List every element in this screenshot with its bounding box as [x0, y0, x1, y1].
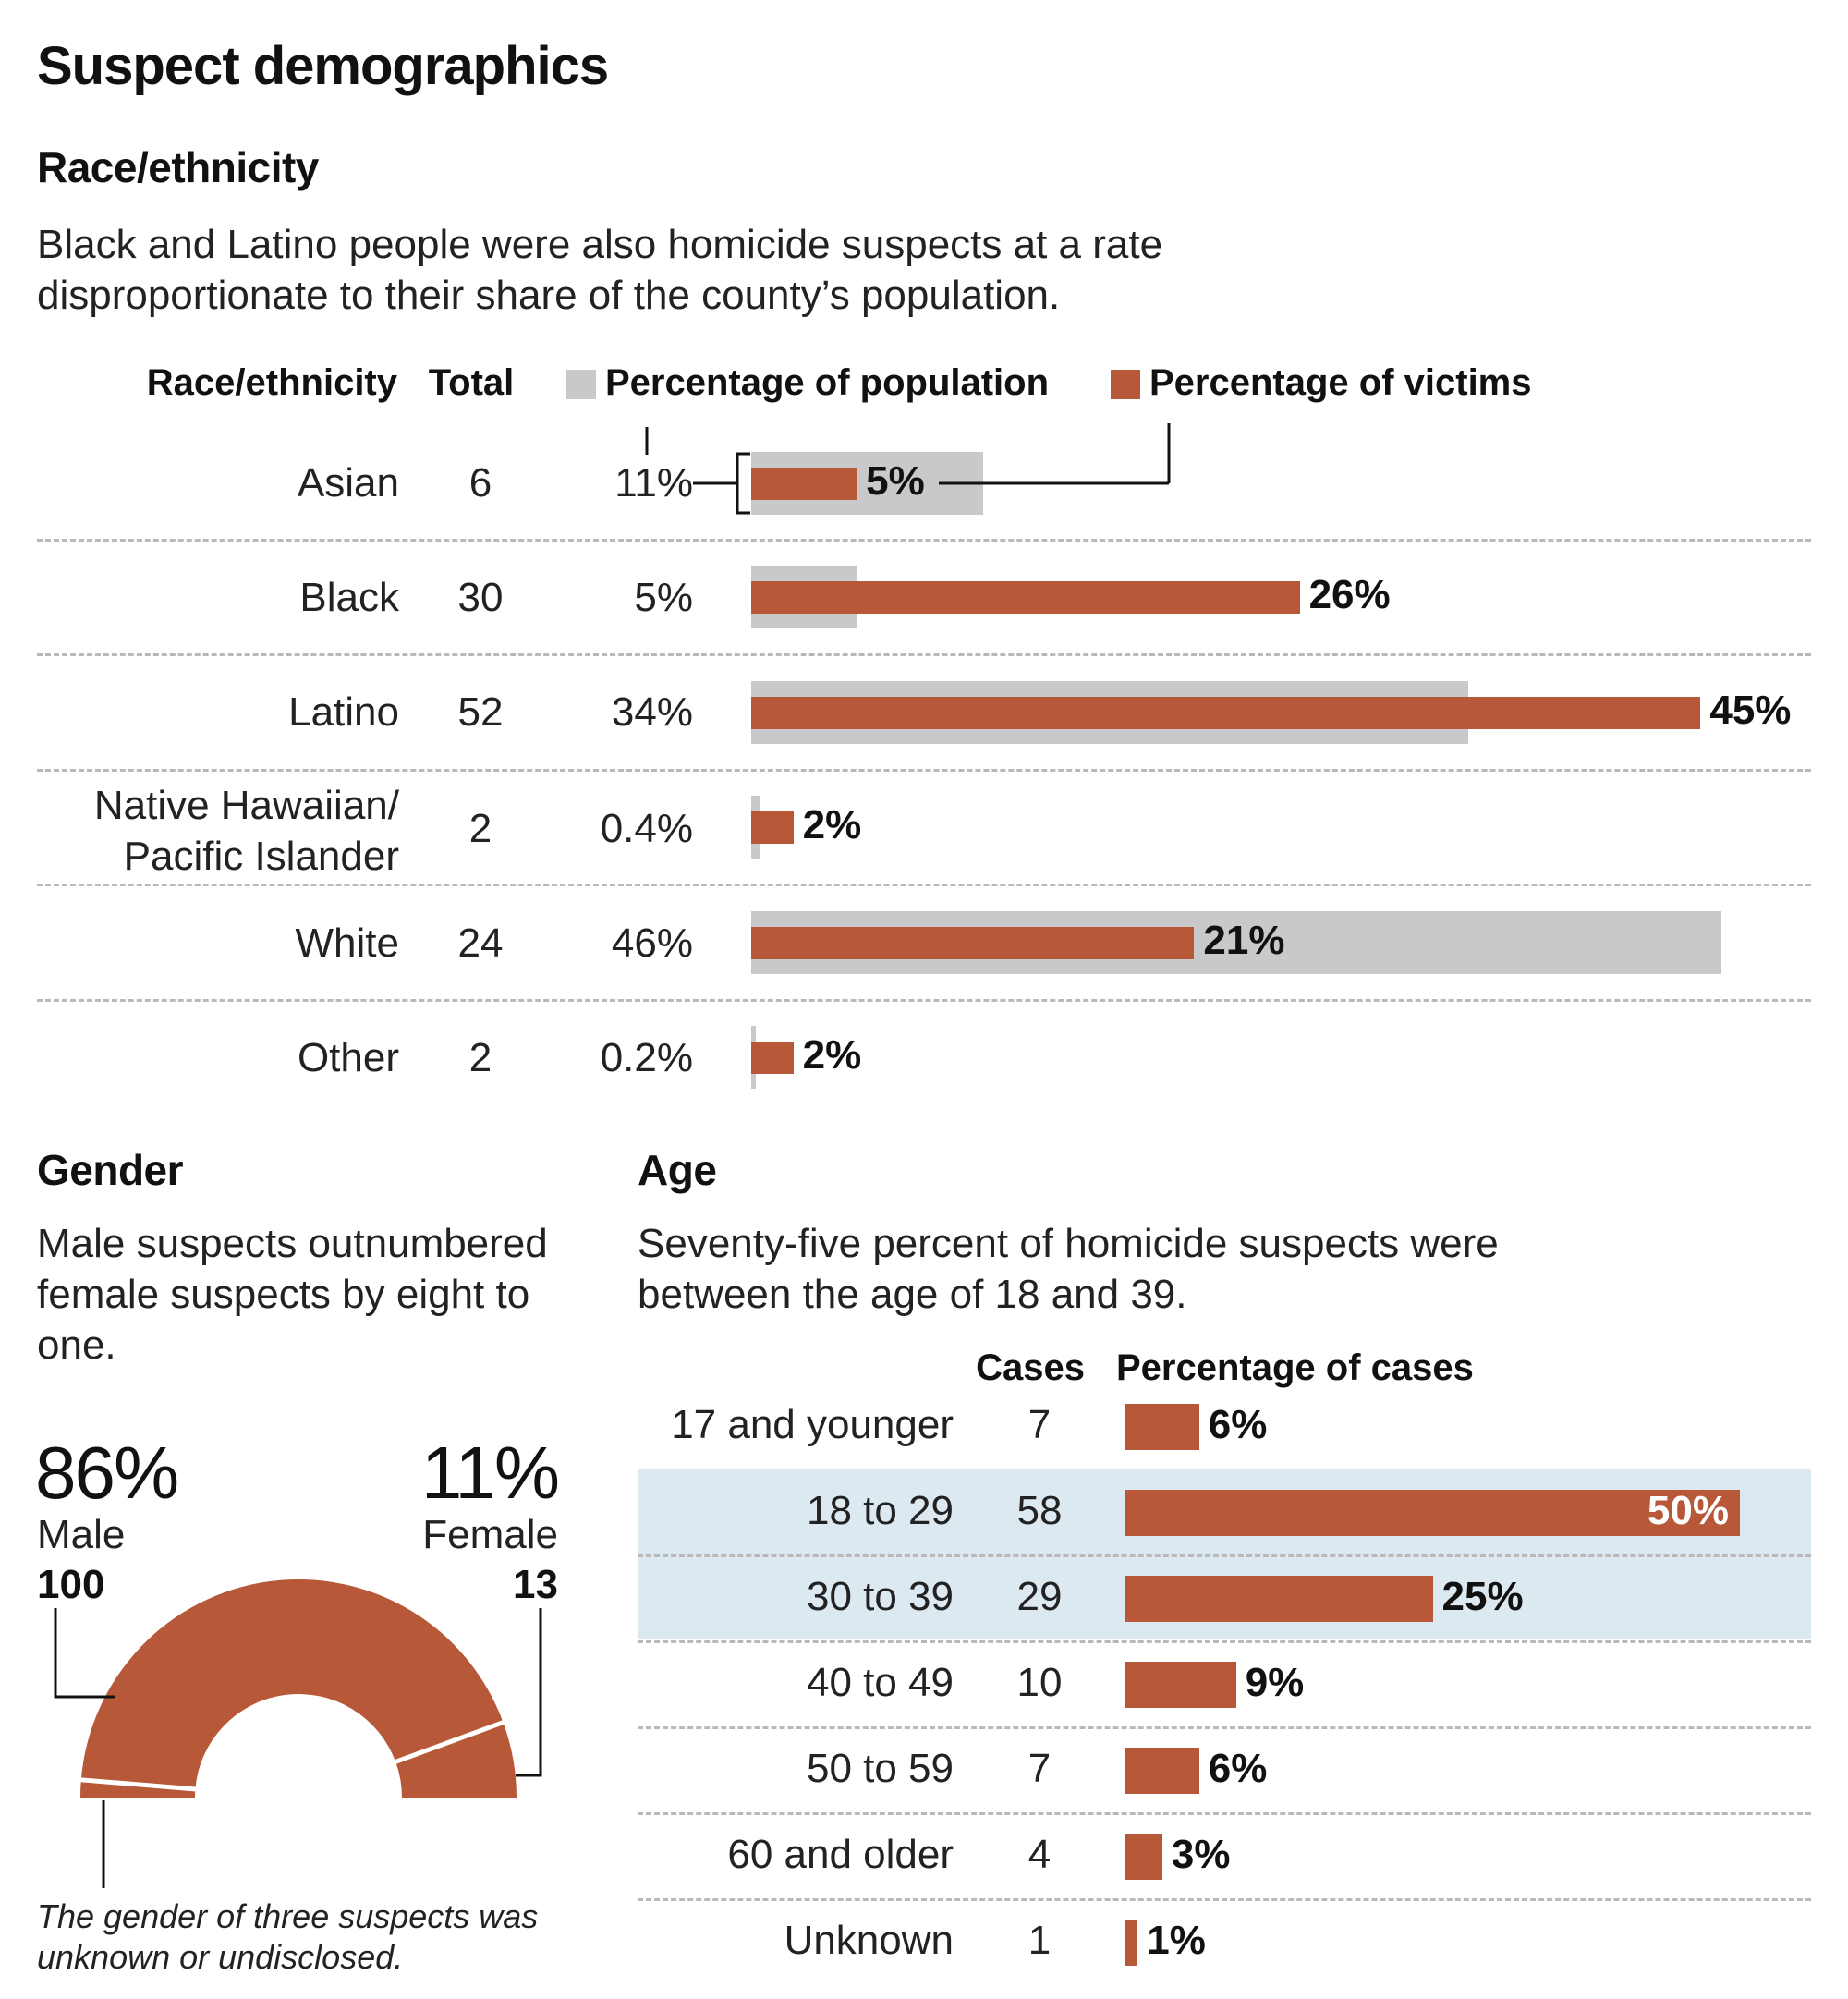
age-value-label-50-to-59: 6% [1208, 1746, 1268, 1791]
age-value-label-30-to-39: 25% [1441, 1574, 1524, 1619]
donut-segment-male [80, 1579, 504, 1789]
age-value-label-17-and-younger: 6% [1208, 1402, 1268, 1447]
race-col-header: Race/ethnicity [146, 362, 397, 403]
male-count: 100 [37, 1562, 105, 1607]
race-total-white: 24 [457, 920, 504, 966]
age-bar-60-and-older [1125, 1834, 1162, 1880]
gender-heading: Gender [37, 1146, 184, 1194]
victims-value-label-asian: 5% [866, 458, 925, 504]
male-percent: 86% [35, 1432, 179, 1514]
female-callout-line [516, 1608, 542, 1777]
donut-divider [393, 1719, 506, 1765]
age-label-60-and-older: 60 and older [727, 1832, 954, 1877]
legend-population-label: Percentage of population [605, 362, 1050, 403]
victims-value-label-black: 26% [1308, 572, 1391, 617]
row-divider [37, 653, 1811, 656]
donut-segment-female [395, 1722, 517, 1798]
row-divider [37, 539, 1811, 542]
age-bar-18-to-29 [1125, 1490, 1740, 1536]
race-total-black: 30 [457, 575, 504, 620]
female-percent: 11% [420, 1432, 560, 1514]
donut-divider [79, 1777, 198, 1792]
victims-bar-asian [751, 467, 857, 500]
race-pop-label-asian: 11% [614, 460, 693, 506]
legend-population-swatch [566, 370, 596, 399]
age-cases-60-and-older: 4 [1027, 1832, 1052, 1877]
age-cases-17-and-younger: 7 [1027, 1402, 1052, 1447]
age-dek: Seventy-five percent of homicide suspect… [638, 1221, 1499, 1317]
race-label-nhpi: Native Hawaiian/ Pacific Islander [93, 783, 399, 879]
age-bar-17-and-younger [1125, 1404, 1199, 1450]
female-count: 13 [513, 1562, 558, 1607]
age-label-50-to-59: 50 to 59 [806, 1746, 954, 1791]
age-label-17-and-younger: 17 and younger [671, 1402, 954, 1447]
row-divider [638, 1898, 1811, 1901]
gender-dek: Male suspects outnumbered female suspect… [37, 1221, 548, 1368]
race-total-latino: 52 [457, 689, 504, 735]
race-label-asian: Asian [297, 460, 399, 506]
male-callout-line [54, 1608, 116, 1699]
age-value-label-60-and-older: 3% [1171, 1832, 1231, 1877]
age-label-unknown: Unknown [784, 1918, 954, 1963]
victims-value-label-other: 2% [802, 1032, 862, 1078]
age-cases-unknown: 1 [1027, 1918, 1052, 1963]
victims-bar-white [751, 926, 1195, 959]
legend-victims-swatch [1111, 370, 1140, 399]
victims-value-label-latino: 45% [1709, 688, 1792, 733]
victims-value-label-nhpi: 2% [802, 802, 862, 847]
age-value-label-40-to-49: 9% [1245, 1660, 1305, 1705]
row-divider [37, 999, 1811, 1002]
female-label: Female [422, 1512, 558, 1557]
age-heading: Age [638, 1146, 717, 1194]
page-title: Suspect demographics [37, 36, 609, 96]
legend-victims-label: Percentage of victims [1149, 362, 1532, 403]
race-label-other: Other [297, 1035, 399, 1080]
victims-bar-nhpi [751, 811, 794, 844]
age-label-40-to-49: 40 to 49 [806, 1660, 954, 1705]
age-bar-unknown [1125, 1920, 1138, 1966]
victims-bar-latino [751, 696, 1701, 729]
age-label-18-to-29: 18 to 29 [806, 1488, 954, 1533]
race-pop-label-nhpi: 0.4% [600, 806, 693, 851]
age-bar-30-to-39 [1125, 1576, 1433, 1622]
race-heading: Race/ethnicity [37, 143, 319, 191]
race-label-latino: Latino [288, 689, 399, 735]
victims-bar-black [751, 580, 1300, 614]
race-total-nhpi: 2 [468, 806, 492, 851]
race-pop-label-other: 0.2% [600, 1035, 693, 1080]
race-total-asian: 6 [468, 460, 492, 506]
age-label-30-to-39: 30 to 39 [806, 1574, 954, 1619]
cases-col-header: Cases [976, 1347, 1085, 1388]
race-pop-label-latino: 34% [611, 689, 693, 735]
victims-bar-other [751, 1041, 794, 1074]
row-divider [638, 1812, 1811, 1815]
row-divider [638, 1554, 1811, 1557]
age-value-label-18-to-29: 50% [1647, 1488, 1729, 1533]
row-divider [37, 884, 1811, 886]
pct-col-header: Percentage of cases [1116, 1347, 1474, 1388]
male-label: Male [37, 1512, 126, 1557]
row-divider [638, 1726, 1811, 1729]
gender-note: The gender of three suspects was unknown… [37, 1897, 539, 1976]
race-total-other: 2 [468, 1035, 492, 1080]
age-cases-18-to-29: 58 [1016, 1488, 1063, 1533]
age-bar-50-to-59 [1125, 1748, 1199, 1794]
race-dek: Black and Latino people were also homici… [37, 222, 1163, 318]
race-label-white: White [295, 920, 399, 966]
row-divider [37, 769, 1811, 772]
total-col-header: Total [428, 362, 515, 403]
age-value-label-unknown: 1% [1147, 1918, 1206, 1963]
age-bar-40-to-49 [1125, 1662, 1236, 1708]
race-pop-label-white: 46% [611, 920, 693, 966]
age-cases-50-to-59: 7 [1027, 1746, 1052, 1791]
age-cases-30-to-39: 29 [1016, 1574, 1063, 1619]
victims-value-label-white: 21% [1203, 918, 1285, 963]
race-label-black: Black [299, 575, 399, 620]
race-pop-label-black: 5% [634, 575, 693, 620]
age-cases-40-to-49: 10 [1016, 1660, 1063, 1705]
row-divider [638, 1640, 1811, 1643]
